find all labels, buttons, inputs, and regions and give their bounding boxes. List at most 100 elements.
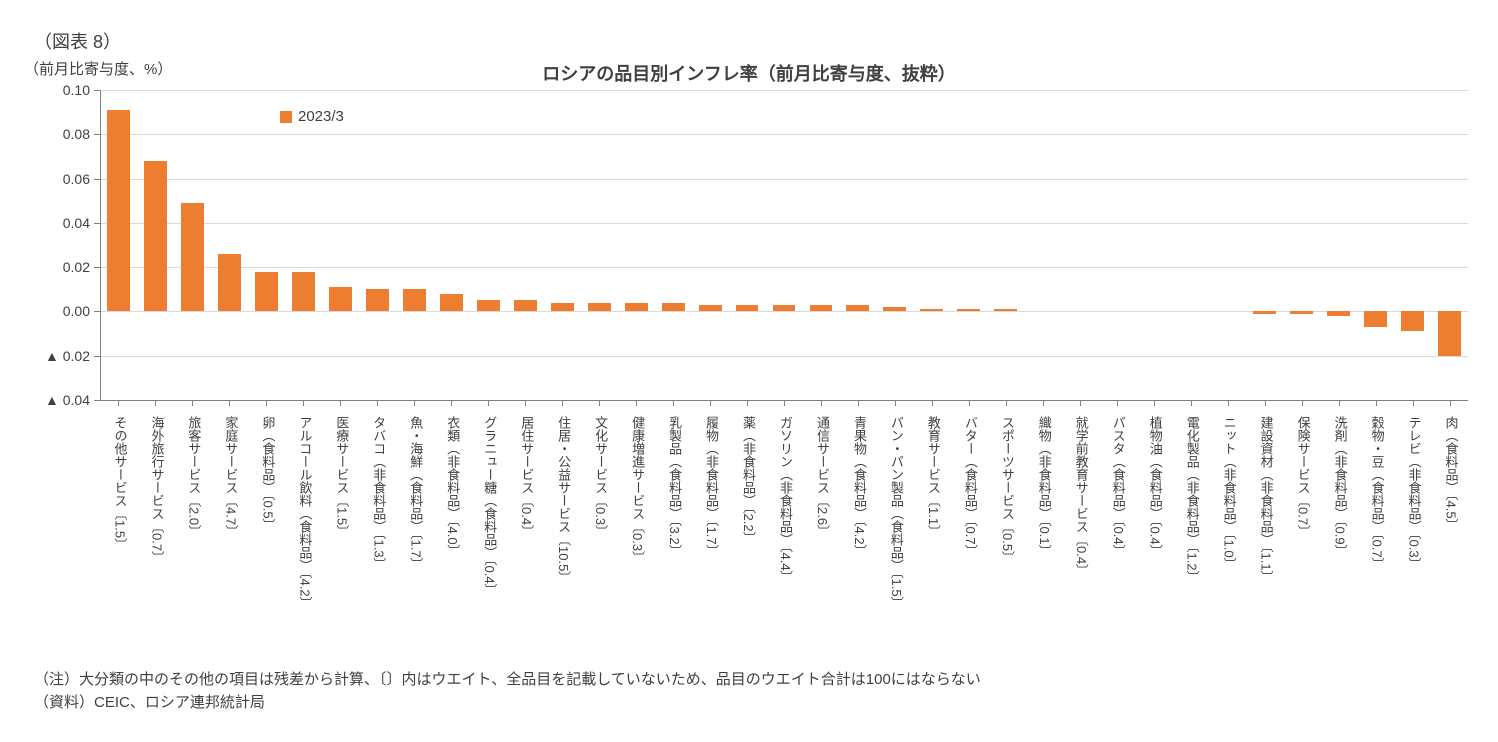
bar [846,305,869,312]
x-tick-mark [673,400,674,406]
x-tick-mark [1302,400,1303,406]
x-tick-mark [340,400,341,406]
y-tick-label: 0.02 [30,259,90,275]
category-label: 衣類（非食料品）〔4.0〕 [443,416,462,558]
x-tick-mark [118,400,119,406]
x-tick-mark [784,400,785,406]
y-tick-label: 0.00 [30,303,90,319]
category-label: 乳製品（食料品）〔3.2〕 [665,416,684,558]
x-tick-mark [969,400,970,406]
bar [1364,311,1387,327]
y-tick-label: 0.06 [30,171,90,187]
category-label: その他サービス〔1.5〕 [110,416,129,551]
category-label: パン・パン製品（食料品）〔1.5〕 [887,416,906,610]
bar [329,287,352,311]
x-tick-mark [1450,400,1451,406]
x-tick-mark [1154,400,1155,406]
bar [883,307,906,311]
grid-line [100,223,1468,224]
figure-number: （図表 8） [34,28,121,54]
x-tick-mark [1191,400,1192,406]
x-tick-mark [599,400,600,406]
bar [625,303,648,312]
x-tick-mark [1080,400,1081,406]
x-tick-mark [1265,400,1266,406]
x-tick-mark [636,400,637,406]
bar [662,303,685,312]
x-tick-mark [821,400,822,406]
category-label: 教育サービス〔1.1〕 [924,416,943,538]
x-tick-mark [488,400,489,406]
category-label: バター（食料品）〔0.7〕 [961,416,980,558]
grid-line [100,356,1468,357]
bar [403,289,426,311]
bar [551,303,574,312]
category-label: 健康増進サービス〔0.3〕 [628,416,647,564]
category-label: 肉（食料品）〔4.5〕 [1442,416,1461,532]
category-label: 植物油（食料品）〔0.4〕 [1146,416,1165,558]
x-tick-mark [747,400,748,406]
category-label: 洗剤（非食料品）〔0.9〕 [1331,416,1350,558]
bar [1253,311,1276,313]
x-tick-mark [303,400,304,406]
footnotes: （注）大分類の中のその他の項目は残差から計算、〔〕内はウエイト、全品目を記載して… [34,669,981,714]
category-label: 青果物（食料品）〔4.2〕 [850,416,869,558]
bar [440,294,463,312]
y-tick-label: 0.10 [30,82,90,98]
category-label: 織物（非食料品）〔0.1〕 [1035,416,1054,558]
y-axis-line [100,90,101,400]
bar [957,309,980,311]
bar [1327,311,1350,315]
y-tick-label: 0.08 [30,126,90,142]
x-tick-mark [858,400,859,406]
y-tick-label: ▲ 0.02 [30,348,90,364]
category-label: ニット（非食料品）〔1.0〕 [1220,416,1239,571]
chart-title: ロシアの品目別インフレ率（前月比寄与度、抜粋） [0,60,1498,86]
category-label: 通信サービス〔2.6〕 [813,416,832,538]
y-tick-label: ▲ 0.04 [30,392,90,408]
x-tick-mark [192,400,193,406]
x-axis-labels: その他サービス〔1.5〕海外旅行サービス〔0.7〕旅客サービス〔2.0〕家庭サー… [100,410,1468,670]
category-label: 保険サービス〔0.7〕 [1294,416,1313,538]
bar [514,300,537,311]
figure-container: （図表 8） （前月比寄与度、%） ロシアの品目別インフレ率（前月比寄与度、抜粋… [0,0,1498,742]
x-tick-mark [451,400,452,406]
category-label: グラニュー糖（食料品）〔0.4〕 [480,416,499,597]
x-tick-mark [562,400,563,406]
bar [1290,311,1313,313]
category-label: 建設資材（非食料品）〔1.1〕 [1257,416,1276,584]
x-tick-mark [266,400,267,406]
category-label: テレビ（非食料品）〔0.3〕 [1405,416,1424,571]
category-label: 住居・公益サービス〔10.5〕 [554,416,573,584]
x-tick-mark [895,400,896,406]
x-tick-mark [229,400,230,406]
category-label: アルコール飲料（食料品）〔4.2〕 [295,416,314,610]
bar [736,305,759,312]
x-tick-mark [525,400,526,406]
bar [773,305,796,312]
x-tick-mark [1043,400,1044,406]
bar [218,254,241,312]
category-label: 電化製品（非食料品）〔1.2〕 [1183,416,1202,584]
x-tick-mark [1006,400,1007,406]
category-label: 履物（非食料品）〔1.7〕 [702,416,721,558]
category-label: 家庭サービス〔4.7〕 [221,416,240,538]
category-label: 卵（食料品）〔0.5〕 [258,416,277,532]
bar [810,305,833,312]
category-label: 海外旅行サービス〔0.7〕 [147,416,166,564]
grid-line [100,179,1468,180]
category-label: スポーツサービス〔0.5〕 [998,416,1017,564]
category-label: ガソリン（非食料品）〔4.4〕 [776,416,795,584]
x-tick-mark [1117,400,1118,406]
plot-area: 0.100.080.060.040.020.00▲ 0.02▲ 0.04 [100,90,1468,400]
x-tick-mark [155,400,156,406]
x-tick-mark [1413,400,1414,406]
category-label: 薬（非食料品）〔2.2〕 [739,416,758,545]
x-tick-mark [932,400,933,406]
bar [144,161,167,312]
bar [255,272,278,312]
category-label: 就学前教育サービス〔0.4〕 [1072,416,1091,577]
category-label: 医療サービス〔1.5〕 [332,416,351,538]
x-tick-mark [710,400,711,406]
x-tick-mark [1228,400,1229,406]
